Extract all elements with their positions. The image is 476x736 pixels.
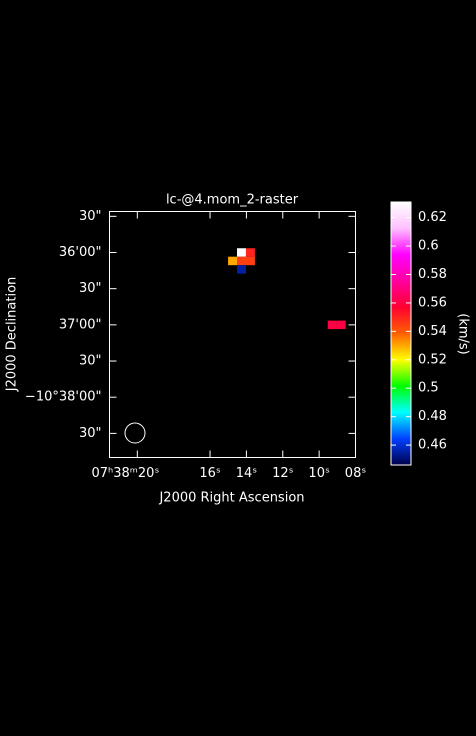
y-tick-label: −10°38'00" — [25, 390, 102, 405]
x-tick-label: 12ˢ — [272, 466, 294, 481]
y-tick-label: 36'00" — [59, 245, 102, 260]
y-axis-label: J2000 Declination — [5, 277, 20, 393]
plot-frame — [109, 211, 356, 458]
colorbar-tick-label: 0.52 — [418, 352, 447, 367]
colorbar — [390, 201, 412, 466]
x-tick-label: 08ˢ — [345, 466, 367, 481]
colorbar-tick-label: 0.58 — [418, 267, 447, 282]
colorbar-label: (km/s) — [456, 313, 471, 355]
x-tick-label: 07ʰ38ᵐ20ˢ — [91, 466, 159, 481]
colorbar-tick-label: 0.6 — [418, 239, 439, 254]
x-tick-label: 16ˢ — [199, 466, 221, 481]
colorbar-tick-label: 0.46 — [418, 438, 447, 453]
pixel — [237, 248, 246, 257]
colorbar-tick-label: 0.62 — [418, 210, 447, 225]
x-axis-label: J2000 Right Ascension — [158, 491, 304, 506]
colorbar-tick-label: 0.54 — [418, 324, 447, 339]
x-tick-label: 14ˢ — [236, 466, 258, 481]
y-tick-label: 30" — [79, 281, 102, 296]
pixel — [245, 256, 255, 266]
y-tick-label: 30" — [79, 209, 102, 224]
pixel — [237, 256, 246, 266]
y-tick-label: 37'00" — [59, 317, 102, 332]
pixel — [228, 256, 238, 266]
pixel — [237, 265, 246, 274]
beam — [124, 422, 146, 444]
pixel — [245, 248, 255, 257]
pixel — [336, 320, 346, 330]
x-tick-label: 10ˢ — [308, 466, 330, 481]
y-tick-label: 30" — [79, 426, 102, 441]
colorbar-tick-label: 0.5 — [418, 381, 439, 396]
y-tick-label: 30" — [79, 354, 102, 369]
colorbar-tick-label: 0.48 — [418, 409, 447, 424]
chart-title: lc-@4.mom_2-raster — [166, 193, 299, 208]
colorbar-tick-label: 0.56 — [418, 295, 447, 310]
pixel — [327, 320, 337, 330]
